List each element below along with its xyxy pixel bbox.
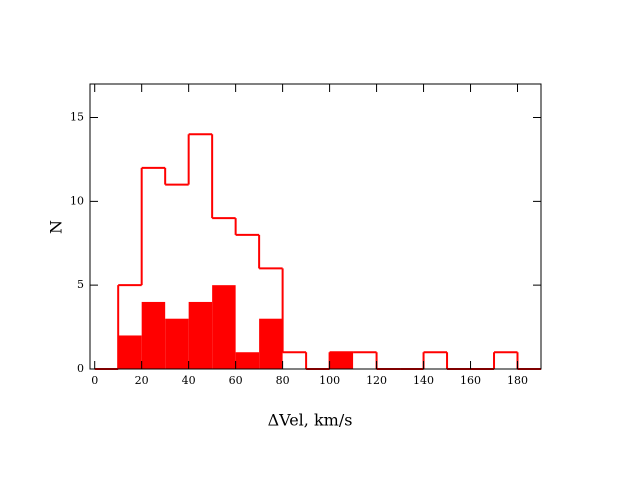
histogram-bar — [165, 318, 189, 369]
x-tick-label: 120 — [366, 374, 387, 387]
histogram-bar — [235, 352, 260, 369]
x-tick-label: 0 — [91, 374, 98, 387]
histogram-bar — [329, 352, 354, 369]
x-tick-label: 60 — [229, 374, 243, 387]
x-tick-label: 80 — [276, 374, 290, 387]
x-tick-label: 40 — [182, 374, 196, 387]
histogram-bar — [212, 285, 236, 369]
x-tick-label: 160 — [460, 374, 481, 387]
x-tick-label: 140 — [413, 374, 434, 387]
y-tick-label: 0 — [77, 362, 84, 375]
y-axis-label: N — [47, 220, 66, 234]
histogram-bar — [259, 318, 283, 369]
x-tick-label: 100 — [319, 374, 340, 387]
histogram-bar — [188, 301, 213, 369]
plot-frame — [89, 83, 542, 370]
x-tick-label: 20 — [135, 374, 149, 387]
x-tick-label: 180 — [507, 374, 528, 387]
histogram-bar — [141, 301, 166, 369]
histogram-bar — [118, 335, 142, 369]
y-tick-label: 10 — [70, 194, 84, 207]
x-axis-label: ΔVel, km/s — [268, 411, 353, 430]
y-tick-label: 5 — [77, 278, 84, 291]
y-tick-label: 15 — [70, 111, 84, 124]
